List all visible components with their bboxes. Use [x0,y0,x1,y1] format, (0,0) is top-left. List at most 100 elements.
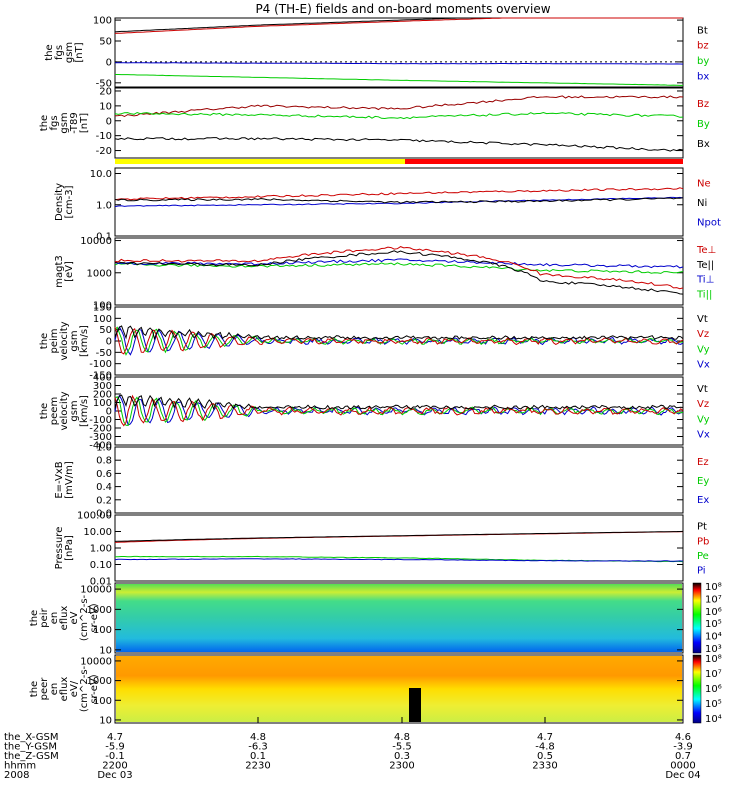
ylabel-line: gsm [59,112,70,133]
ylabel-line: the [44,44,55,60]
ytick-label: 10.00 [83,527,112,538]
colorbar-label: 10⁸ [705,654,722,665]
legend-fgs-gsm-1: bz [697,41,709,52]
ylabel-line: the [39,403,50,419]
ytick-label: 0.2 [96,495,112,506]
ytick-label: 0 [106,57,112,68]
ytick-label: 200 [93,390,112,401]
series-Ti-line-3 [114,258,684,269]
velocity-Vt-line-5 [114,394,684,411]
ylabel-peim: thepeimvelocitygsm[km/s] [39,321,90,360]
velocity-Vz-line-4 [114,326,684,355]
ylabel-line: [nT] [79,113,90,133]
legend-fgs-gsm-3: bx [697,71,709,82]
ytick-label: 0.6 [96,469,112,480]
ytick-label: 100 [93,314,112,325]
xaxis-value: Dec 03 [97,770,132,781]
colorbar-label: 10⁶ [705,684,722,695]
legend-temp-2: Ti⊥ [696,275,714,286]
colorbar-2 [692,654,702,724]
panel-frame-density [114,167,684,237]
legend-fgs-gsm-0: Bt [697,25,708,36]
legend-peem-1: Vz [697,399,709,410]
ylabel-line: [eV] [64,261,75,282]
legend-temp-1: Te|| [696,260,714,271]
panel-frame-pressure [114,514,684,582]
panel-frame-exb [114,446,684,514]
ylabel-line: eV [69,611,80,624]
legend-exb-0: Ez [697,457,709,468]
ytick-label: -20 [96,146,112,157]
legend-exb-2: Ex [697,495,709,506]
series-Ti-line-3 [114,262,684,274]
panel-frame-fgs-gsm [114,17,684,88]
legend-pressure-1: Pb [697,536,709,547]
ytick-label: -200 [89,424,112,435]
xaxis-value: -4.8 [535,742,555,753]
xaxis-value: 0.5 [537,751,553,762]
legend-peem-3: Vx [697,429,710,440]
ylabel-line: [km/s] [79,325,90,357]
xaxis-row-label: 2008 [4,770,29,781]
xaxis-value: 0.1 [250,751,266,762]
ylabel-line: (cm^2-s- [79,594,90,641]
ylabel-line: gsm [64,42,75,63]
plot-title: P4 (TH-E) fields and on-board moments ov… [255,2,550,16]
ytick-label: 0.4 [96,482,112,493]
ytick-label: 1.0 [96,200,112,211]
legend-temp-0: Te⊥ [696,245,716,256]
legend-density-1: Ni [697,198,707,209]
ytick-label: 1000 [87,605,112,616]
legend-peem-2: Vy [697,414,710,425]
ion-spectrogram [116,584,682,652]
ylabel-temp: magt3[eV] [54,255,75,288]
xaxis-value: 4.7 [107,732,123,743]
xaxis-row-label: the_Z-GSM [4,751,59,762]
electron-spectrogram-gap [409,688,421,722]
ylabel-line: eV/ [69,680,80,697]
ylabel-line: en [49,683,60,696]
ylabel-line: fgs [49,115,60,130]
xaxis-value: 0000 [670,761,695,772]
colorbar-label: 10⁴ [705,632,722,643]
ylabel-line: sr-eV) [89,603,100,632]
ytick-label: 1000 [87,268,112,279]
series-Te-line-3 [114,250,684,295]
ytick-label: 10 [99,715,112,726]
ytick-label: 10000 [80,585,112,596]
velocity-Vx-line-4 [114,326,684,356]
ytick-label: -50 [96,348,112,359]
xaxis-value: -5.5 [392,742,412,753]
ytick-label: 0.1 [96,232,112,243]
electron-spectrogram [116,656,682,722]
ylabel-exb: E=-VxB[mV/m] [54,461,75,499]
xaxis-value: 4.6 [675,732,691,743]
ylabel-fgs-gsm: thefgsgsm[nT] [44,42,85,63]
xaxis-value: 4.7 [537,732,553,743]
ylabel-line: [km/s] [79,395,90,427]
xaxis-row-label: the_X-GSM [4,732,58,743]
xaxis-row-label: hhmm [4,761,36,772]
ytick-label: 400 [93,373,112,384]
ytick-label: 10000 [80,236,112,247]
legend-temp-3: Ti|| [696,290,712,301]
legend-exb-1: Ey [697,476,709,487]
colorbar-1 [692,582,702,654]
series-Npot-line-2 [114,196,684,208]
ylabel-line: fgs [54,45,65,60]
legend-peim-3: Vx [697,359,710,370]
ytick-label: 10 [99,645,112,656]
ylabel-line: [nT] [74,42,85,62]
ytick-label: -400 [89,441,112,452]
ylabel-line: peim [49,328,60,353]
ytick-label: 100 [93,625,112,636]
series-bx-line-0 [115,74,683,86]
ylabel-line: peir [39,607,50,627]
xaxis-value: -3.9 [673,742,693,753]
xaxis-value: Dec 04 [665,770,700,781]
ylabel-line: -T89 [69,112,80,134]
ylabel-line: eflux [59,677,70,702]
ytick-label: 0 [106,337,112,348]
mode-bar-fast [405,159,683,164]
